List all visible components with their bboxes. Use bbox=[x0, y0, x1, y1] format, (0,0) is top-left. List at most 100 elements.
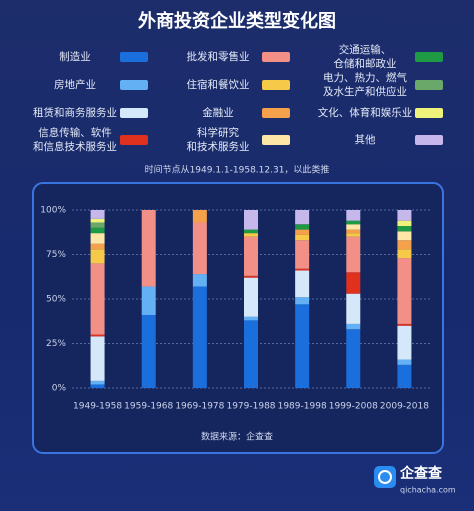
legend-label: 金融业 bbox=[202, 107, 234, 119]
y-tick-label: 100% bbox=[40, 206, 66, 216]
bar-segment bbox=[346, 210, 361, 221]
bar-segment bbox=[397, 325, 412, 360]
bar-segment bbox=[192, 274, 207, 287]
bar-segment bbox=[295, 229, 310, 235]
bar-segment bbox=[346, 272, 361, 294]
x-tick-label: 2009-2018 bbox=[380, 402, 429, 412]
bar-segment bbox=[295, 240, 310, 269]
bar-segment bbox=[192, 286, 207, 388]
x-tick-label: 1979-1988 bbox=[226, 402, 275, 412]
bar-segment bbox=[244, 210, 258, 230]
legend-swatch bbox=[262, 135, 290, 145]
bar-segment bbox=[295, 297, 310, 305]
bar-segment bbox=[397, 359, 412, 365]
y-tick-label: 25% bbox=[46, 339, 66, 349]
bar-segment bbox=[397, 323, 412, 326]
bar-segment bbox=[244, 233, 258, 237]
bar-segment bbox=[397, 220, 412, 227]
legend-label: 文化、体育和娱乐业 bbox=[317, 107, 413, 119]
legend-swatch bbox=[262, 108, 290, 118]
bar-segment bbox=[90, 233, 105, 244]
bar-segment bbox=[90, 210, 105, 219]
bar-segment bbox=[397, 258, 412, 324]
bar-segment bbox=[295, 210, 310, 225]
bar-segment bbox=[244, 229, 258, 234]
source: 数据来源：企查查 bbox=[201, 431, 273, 443]
x-tick-label: 1989-1998 bbox=[278, 402, 327, 412]
bar-segment bbox=[295, 224, 310, 230]
bar-segment bbox=[397, 210, 412, 221]
bar-segment bbox=[90, 218, 105, 223]
chart-panel bbox=[32, 182, 444, 454]
legend-label: 科学研究 和技术服务业 bbox=[186, 127, 250, 153]
legend-swatch bbox=[120, 135, 148, 145]
y-tick-label: 50% bbox=[46, 295, 66, 305]
bar-segment bbox=[244, 236, 258, 276]
logo-glyph bbox=[378, 470, 392, 484]
bar-segment bbox=[346, 323, 361, 330]
bar-segment bbox=[141, 286, 156, 316]
x-tick-label: 1959-1968 bbox=[124, 402, 173, 412]
bar-segment bbox=[295, 270, 310, 298]
legend-label: 批发和零售业 bbox=[186, 51, 250, 63]
legend-label: 电力、热力、燃气 及水生产和供应业 bbox=[323, 72, 407, 98]
logo-icon bbox=[374, 466, 396, 488]
bar-segment bbox=[90, 263, 105, 335]
legend-swatch bbox=[262, 52, 290, 62]
bar-segment bbox=[90, 222, 105, 228]
bar-segment bbox=[346, 220, 361, 225]
bar-segment bbox=[90, 249, 105, 264]
legend-label: 住宿和餐饮业 bbox=[186, 79, 250, 91]
bar-segment bbox=[244, 277, 258, 317]
logo-name: 企查查 bbox=[399, 465, 443, 482]
subtitle: 时间节点从1949.1.1-1958.12.31，以此类推 bbox=[145, 164, 330, 176]
chart-title: 外商投资企业类型变化图 bbox=[138, 10, 336, 32]
bar-segment bbox=[295, 268, 310, 271]
bar-segment bbox=[397, 249, 412, 259]
bar-segment bbox=[192, 222, 207, 275]
y-tick-label: 0% bbox=[52, 384, 67, 394]
legend-label: 其他 bbox=[354, 134, 376, 146]
y-tick-label: 75% bbox=[46, 250, 66, 260]
bar-segment bbox=[90, 384, 105, 388]
bar-segment bbox=[346, 229, 361, 234]
bar-segment bbox=[346, 233, 361, 237]
legend-swatch bbox=[120, 108, 148, 118]
bar-segment bbox=[397, 240, 412, 250]
bar-segment bbox=[90, 243, 105, 250]
legend-label: 信息传输、软件 和信息技术服务业 bbox=[33, 127, 117, 153]
legend-label: 制造业 bbox=[59, 51, 91, 63]
legend-swatch bbox=[120, 52, 148, 62]
bar-segment bbox=[346, 293, 361, 324]
bar-segment bbox=[397, 364, 412, 388]
bar-segment bbox=[141, 210, 156, 287]
bar-segment bbox=[397, 231, 412, 241]
legend-label: 租赁和商务服务业 bbox=[33, 107, 117, 119]
bar-segment bbox=[346, 329, 361, 388]
bar-segment bbox=[244, 275, 258, 278]
bar-segment bbox=[90, 334, 105, 337]
bar-segment bbox=[192, 210, 207, 223]
bar-segment bbox=[244, 316, 258, 321]
bar-segment bbox=[346, 224, 361, 230]
x-tick-label: 1949-1958 bbox=[73, 402, 122, 412]
legend-swatch bbox=[262, 80, 290, 90]
bar-segment bbox=[397, 226, 412, 232]
legend-swatch bbox=[415, 52, 443, 62]
bar-segment bbox=[90, 336, 105, 381]
bar-segment bbox=[346, 236, 361, 273]
legend-label: 交通运输、 仓储和邮政业 bbox=[333, 44, 397, 70]
bar-segment bbox=[90, 380, 105, 385]
bar-segment bbox=[244, 320, 258, 388]
legend-swatch bbox=[415, 135, 443, 145]
logo-url: qichacha.com bbox=[400, 486, 456, 495]
legend-label: 房地产业 bbox=[54, 79, 96, 91]
legend-swatch bbox=[415, 80, 443, 90]
bar-segment bbox=[295, 304, 310, 388]
bar-segment bbox=[90, 227, 105, 234]
x-tick-label: 1999-2008 bbox=[329, 402, 378, 412]
legend-swatch bbox=[120, 80, 148, 90]
x-tick-label: 1969-1978 bbox=[175, 402, 224, 412]
